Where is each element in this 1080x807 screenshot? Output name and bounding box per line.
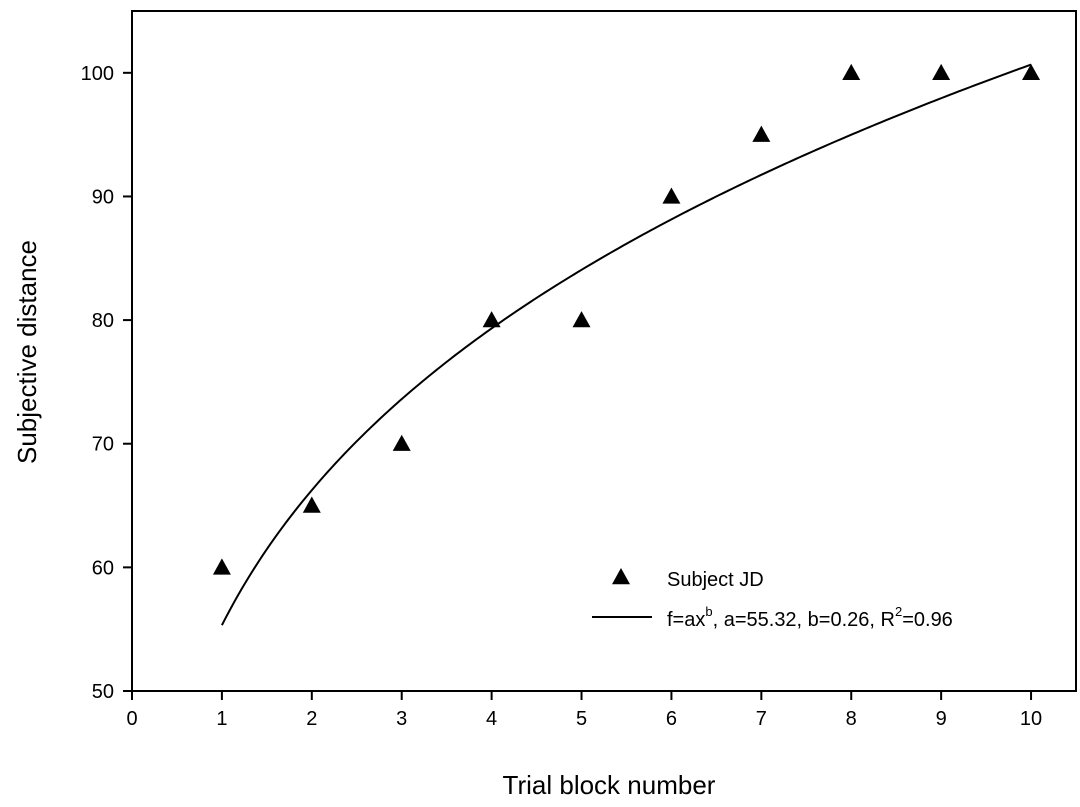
legend-fit-text: , a=55.32, b=0.26, R (713, 609, 895, 631)
legend-fit-text: =0.96 (902, 609, 953, 631)
x-tick-label: 0 (126, 708, 137, 730)
x-tick-label: 1 (216, 708, 227, 730)
fit-layer (221, 63, 1032, 626)
y-tick-label: 80 (92, 310, 114, 332)
axis-ticks: 0 1 2 3 4 5 6 7 8 9 10 50 60 70 80 90 100 (81, 63, 1043, 730)
y-tick-label: 90 (92, 186, 114, 208)
y-tick-label: 60 (92, 557, 114, 579)
y-tick-label: 100 (81, 63, 114, 85)
data-point-triangle (842, 63, 861, 81)
x-tick-label: 5 (576, 708, 587, 730)
legend-fit-text: f=ax (667, 609, 705, 631)
legend-fit-superscript: 2 (895, 604, 902, 619)
points-layer (212, 63, 1041, 575)
data-point-triangle (752, 125, 771, 142)
legend-marker-triangle (612, 568, 630, 585)
fit-curve (221, 63, 1032, 626)
y-tick-label: 50 (92, 681, 114, 703)
x-tick-label: 2 (306, 708, 317, 730)
x-axis-title: Trial block number (503, 770, 716, 800)
data-point-triangle (482, 311, 501, 328)
legend-fit-superscript: b (705, 604, 712, 619)
legend-label-subject: Subject JD (667, 569, 764, 591)
x-tick-label: 6 (666, 708, 677, 730)
x-tick-label: 3 (396, 708, 407, 730)
data-point-triangle (212, 558, 231, 575)
y-tick-label: 70 (92, 434, 114, 456)
data-point-triangle (302, 496, 321, 513)
legend: Subject JD f=axb, a=55.32, b=0.26, R2=0.9… (592, 568, 953, 631)
plot-frame (131, 10, 1077, 692)
x-tick-label: 4 (486, 708, 497, 730)
data-point-triangle (1022, 63, 1041, 81)
data-point-triangle (662, 187, 681, 204)
data-point-triangle (932, 63, 951, 81)
x-tick-label: 7 (756, 708, 767, 730)
legend-label-fit: f=axb, a=55.32, b=0.26, R2=0.96 (667, 604, 953, 631)
x-tick-label: 9 (936, 708, 947, 730)
x-tick-label: 10 (1020, 708, 1042, 730)
data-point-triangle (392, 434, 411, 451)
x-tick-label: 8 (846, 708, 857, 730)
y-axis-title: Subjective distance (12, 240, 42, 464)
data-point-triangle (572, 311, 591, 328)
